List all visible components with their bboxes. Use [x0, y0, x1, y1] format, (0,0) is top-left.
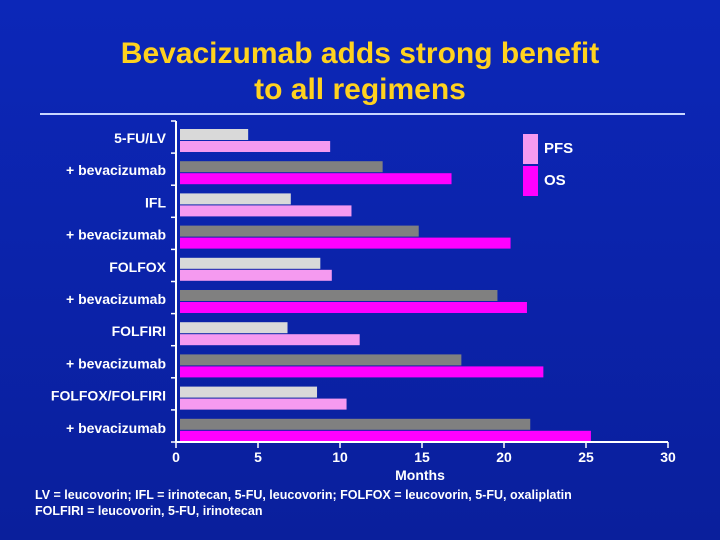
x-tick-label: 20	[496, 449, 512, 465]
x-tick-label: 25	[578, 449, 594, 465]
category-label-7: + bevacizumab	[66, 355, 166, 371]
bar-pfs-6	[180, 322, 288, 334]
footnote-line1: LV = leucovorin; IFL = irinotecan, 5-FU,…	[35, 488, 572, 502]
bar-pfs-5	[180, 290, 498, 301]
bar-pfs-4	[180, 257, 321, 269]
category-label-6: FOLFIRI	[112, 323, 166, 339]
category-label-3: + bevacizumab	[66, 227, 166, 243]
bar-os-9	[180, 430, 591, 442]
bar-pfs-7	[180, 354, 462, 366]
bar-os-1	[180, 173, 452, 185]
slide-title-line1: Bevacizumab adds strong benefit	[120, 37, 600, 70]
category-label-8: FOLFOX/FOLFIRI	[51, 388, 166, 404]
x-tick-label: 30	[660, 449, 676, 465]
bar-os-2	[180, 205, 352, 217]
bar-pfs-2	[180, 193, 291, 205]
bar-pfs-8	[180, 386, 318, 398]
legend-label-pfs: PFS	[544, 140, 573, 157]
x-axis-title: Months	[395, 467, 445, 483]
bar-pfs-0	[180, 129, 249, 140]
bar-os-7	[180, 366, 544, 378]
category-label-0: 5-FU/LV	[114, 130, 167, 146]
title-divider	[40, 113, 685, 115]
bar-os-6	[180, 334, 360, 346]
legend-swatch-os	[523, 166, 538, 196]
bar-pfs-1	[180, 161, 383, 173]
category-label-5: + bevacizumab	[66, 291, 166, 307]
category-label-9: + bevacizumab	[66, 420, 166, 436]
bar-os-5	[180, 302, 527, 313]
x-tick-label: 10	[332, 449, 348, 465]
x-tick-label: 5	[254, 449, 262, 465]
bar-os-0	[180, 141, 331, 152]
category-label-4: FOLFOX	[109, 259, 166, 275]
bar-os-4	[180, 269, 332, 281]
legend-label-os: OS	[544, 172, 566, 189]
bar-os-3	[180, 237, 511, 249]
x-tick-label: 0	[172, 449, 180, 465]
legend-swatch-pfs	[523, 134, 538, 164]
footnote-line2: FOLFIRI = leucovorin, 5-FU, irinotecan	[35, 504, 263, 518]
category-label-1: + bevacizumab	[66, 162, 166, 178]
bar-pfs-9	[180, 418, 531, 430]
x-tick-label: 15	[414, 449, 430, 465]
bar-pfs-3	[180, 225, 419, 237]
category-label-2: IFL	[145, 194, 166, 210]
bar-os-8	[180, 398, 347, 410]
slide-title-line2: to all regimens	[254, 73, 466, 106]
